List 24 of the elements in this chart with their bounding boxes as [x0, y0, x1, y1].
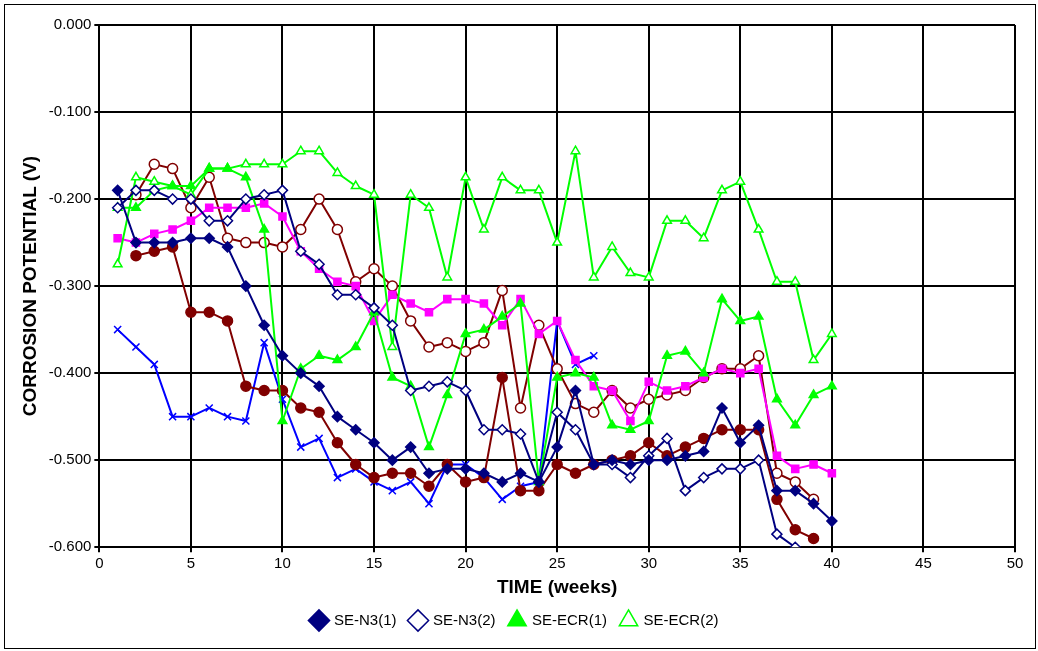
x-tick-label: 20: [457, 554, 474, 572]
x-tick-label: 35: [731, 554, 749, 572]
x-tick-label: 15: [365, 554, 383, 572]
x-tick-label: 25: [548, 554, 566, 572]
y-tick-label: -0.200: [48, 189, 92, 207]
legend-label: SE-ECR(1): [532, 610, 608, 628]
x-tick-label: 5: [186, 554, 196, 572]
x-tick-label: 10: [274, 554, 291, 572]
y-tick-label: -0.300: [48, 276, 92, 294]
y-tick-label: -0.400: [48, 363, 92, 381]
x-axis-title: TIME (weeks): [496, 575, 618, 597]
x-tick-label: 0: [95, 554, 104, 572]
x-tick-label: 40: [823, 554, 841, 572]
legend-label: SE-N3(2): [432, 610, 496, 628]
x-tick-label: 30: [640, 554, 658, 572]
x-tick-label: 45: [915, 554, 932, 572]
y-axis-title: CORROSION POTENTIAL (V): [18, 155, 40, 417]
legend-label: SE-ECR(2): [643, 610, 719, 628]
y-tick-label: -0.600: [48, 537, 92, 555]
legend-label: SE-N3(1): [333, 610, 397, 628]
x-tick-label: 50: [1006, 554, 1024, 572]
y-tick-label: -0.100: [48, 102, 92, 120]
y-tick-label: 0.000: [53, 15, 92, 33]
y-tick-label: -0.500: [48, 450, 92, 468]
